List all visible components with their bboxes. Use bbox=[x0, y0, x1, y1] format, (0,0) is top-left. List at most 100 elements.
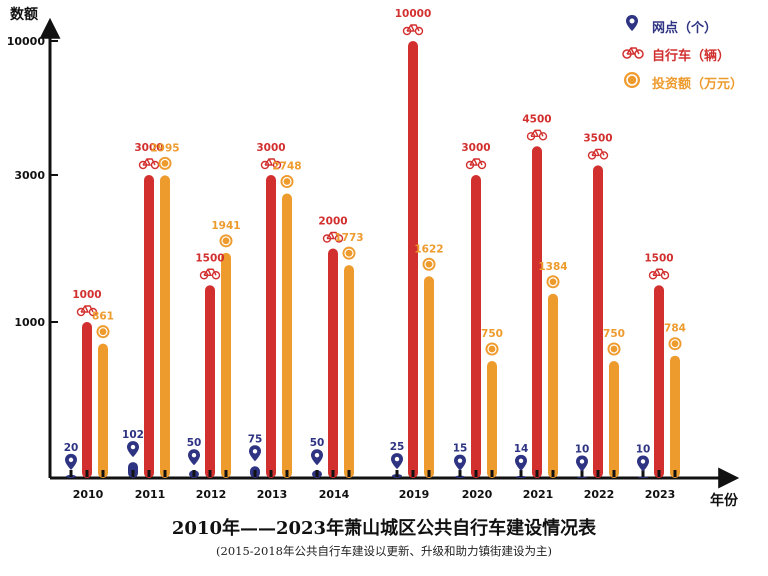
bar-foot bbox=[347, 470, 351, 477]
bar-foot bbox=[208, 470, 212, 477]
bar-foot bbox=[411, 470, 415, 477]
bar-foot bbox=[551, 470, 555, 477]
x-tick-label: 2012 bbox=[196, 488, 227, 501]
bicycle-icon-wheel bbox=[660, 271, 670, 280]
bicycle-icon-wheel bbox=[334, 234, 344, 243]
x-tick-label: 2011 bbox=[135, 488, 166, 501]
bar-icon bbox=[127, 441, 139, 458]
data-label-outlets: 10 bbox=[636, 443, 651, 455]
bar-bikes bbox=[205, 285, 215, 478]
bicycle-icon-wheel bbox=[538, 132, 548, 141]
bicycle-icon bbox=[622, 45, 644, 63]
bicycle-icon bbox=[76, 305, 98, 317]
data-label-investment: 1941 bbox=[211, 220, 240, 232]
coin-icon-ring bbox=[609, 344, 619, 354]
data-label-bikes: 1500 bbox=[195, 252, 224, 264]
bicycle-icon bbox=[526, 129, 548, 141]
y-tick-label: 10000 bbox=[7, 35, 46, 48]
location-pin-icon-dot bbox=[130, 444, 136, 450]
bar-icon bbox=[311, 449, 323, 466]
bar-foot bbox=[657, 470, 661, 477]
bicycle-icon bbox=[322, 231, 344, 243]
bar-investment bbox=[282, 193, 292, 478]
location-pin-icon-dot bbox=[579, 459, 585, 464]
coin-icon-ring bbox=[221, 236, 231, 246]
bar-foot bbox=[147, 470, 151, 477]
bicycle-icon-frame bbox=[469, 158, 483, 166]
bar-icon bbox=[422, 257, 436, 271]
bar-foot bbox=[224, 470, 228, 477]
bicycle-icon bbox=[199, 268, 221, 280]
legend-item-bikes: 自行车（辆） bbox=[622, 40, 743, 68]
bar-icon bbox=[158, 156, 172, 170]
data-label-bikes: 4500 bbox=[522, 113, 551, 125]
bar-icon bbox=[576, 455, 588, 472]
bar-investment bbox=[609, 361, 619, 478]
data-label-outlets: 25 bbox=[390, 441, 405, 453]
bar-foot bbox=[101, 470, 105, 477]
legend-label-outlets: 网点（个） bbox=[652, 20, 718, 36]
coin-icon-ring bbox=[670, 339, 680, 349]
x-tick-label: 2021 bbox=[523, 488, 554, 501]
bar-foot bbox=[69, 470, 73, 477]
bicycle-icon bbox=[648, 268, 670, 280]
bar-icon bbox=[65, 453, 77, 470]
x-tick-label: 2019 bbox=[399, 488, 430, 501]
data-label-bikes: 1000 bbox=[72, 289, 101, 301]
bicycle-icon-wheel bbox=[599, 151, 609, 160]
location-pin-icon-dot bbox=[68, 457, 74, 463]
bar-investment bbox=[98, 343, 108, 478]
bar-icon bbox=[219, 234, 233, 248]
bar-foot bbox=[315, 470, 319, 477]
bar-icon bbox=[546, 275, 560, 289]
bicycle-icon-frame bbox=[591, 148, 605, 157]
bar-icon bbox=[280, 175, 294, 189]
bicycle-icon-frame bbox=[530, 129, 544, 137]
x-tick-label: 2020 bbox=[462, 488, 493, 501]
bar-icon bbox=[607, 342, 621, 356]
location-pin-icon-dot bbox=[252, 449, 258, 454]
bar-bikes bbox=[471, 175, 481, 478]
bar-investment bbox=[670, 355, 680, 478]
coin-icon-ring bbox=[160, 158, 170, 168]
bicycle-icon-wheel bbox=[211, 271, 221, 280]
bar-bikes bbox=[328, 248, 338, 478]
bicycle-icon-frame bbox=[264, 158, 278, 166]
y-tick-label: 1000 bbox=[14, 316, 45, 329]
bicycle-icon-frame bbox=[326, 231, 340, 240]
bar-icon bbox=[668, 337, 682, 351]
bar-investment bbox=[548, 293, 558, 478]
data-label-bikes: 3500 bbox=[583, 132, 612, 144]
bicycle-icon-frame bbox=[203, 268, 217, 276]
location-pin-icon bbox=[622, 14, 642, 38]
x-axis-title: 年份 bbox=[710, 492, 739, 509]
bar-icon bbox=[322, 231, 344, 243]
data-label-bikes: 1500 bbox=[644, 252, 673, 264]
bar-icon bbox=[391, 453, 403, 470]
bar-foot bbox=[490, 470, 494, 477]
bar-icon bbox=[515, 454, 527, 471]
bar-investment bbox=[424, 276, 434, 478]
bicycle-icon-wheel bbox=[88, 307, 98, 317]
coin-icon-ring bbox=[282, 176, 292, 187]
data-label-outlets: 20 bbox=[64, 442, 79, 454]
chart-subtitle: (2015-2018年公共自行车建设以更新、升级和助力镇街建设为主) bbox=[216, 544, 552, 558]
bar-bikes bbox=[82, 322, 92, 478]
data-label-outlets: 15 bbox=[453, 443, 468, 455]
bar-foot bbox=[474, 470, 478, 477]
location-pin-icon-dot bbox=[518, 458, 524, 464]
data-label-investment: 784 bbox=[664, 323, 686, 335]
data-label-outlets: 50 bbox=[187, 437, 202, 449]
bicycle-icon-wheel bbox=[150, 160, 160, 170]
bar-foot bbox=[612, 470, 616, 477]
bar-icon bbox=[199, 268, 221, 280]
data-label-investment: 1384 bbox=[538, 261, 567, 273]
bar-icon bbox=[402, 24, 424, 36]
bar-bikes bbox=[408, 41, 418, 478]
coin-icon-ring bbox=[548, 277, 558, 287]
bicycle-icon-wheel bbox=[477, 160, 487, 170]
coin-icon-ring bbox=[424, 259, 434, 269]
legend-item-outlets: 网点（个） bbox=[622, 12, 743, 40]
data-label-bikes: 10000 bbox=[395, 8, 432, 20]
